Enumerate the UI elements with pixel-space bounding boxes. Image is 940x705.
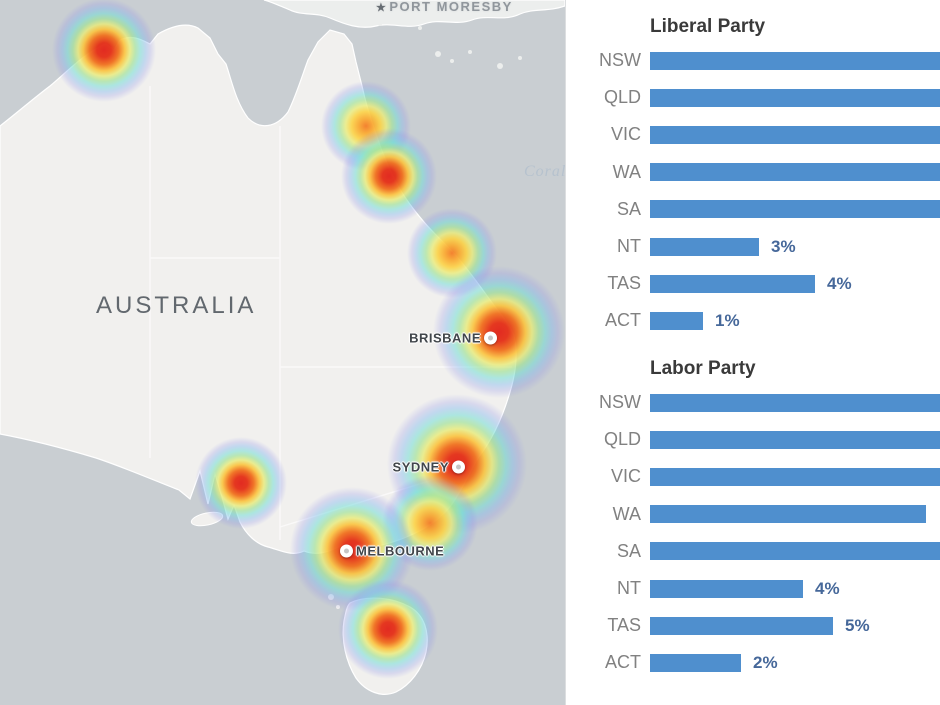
bar-wa: [650, 163, 940, 182]
port-moresby-label: ★ PORT MORESBY: [376, 0, 513, 14]
star-icon: ★: [376, 2, 388, 14]
chart-row-nsw: NSW: [566, 42, 940, 79]
category-label: NSW: [599, 50, 641, 71]
chart-row-vic: VIC: [566, 116, 940, 153]
chart-row-nt: NT 4%: [566, 570, 940, 607]
chart-liberal-party: Liberal Party NSW QLD VIC WA SA NT 3% TAS 4% ACT 1%: [566, 12, 940, 340]
category-label: WA: [612, 503, 641, 524]
bar-vic: [650, 467, 940, 486]
bar-nt: [650, 237, 759, 256]
chart-title: Labor Party: [650, 358, 756, 379]
city-label: BRISBANE: [409, 330, 481, 346]
bar-sa: [650, 200, 940, 219]
new-guinea-landmass: [263, 0, 565, 28]
city-brisbane: BRISBANE: [409, 331, 500, 346]
bar-act: [650, 311, 703, 330]
chart-row-sa: SA: [566, 533, 940, 570]
bar-act: [650, 653, 741, 672]
category-label: NT: [617, 578, 641, 599]
bar-nsw: [650, 51, 940, 70]
category-label: SA: [616, 540, 641, 561]
bar-vic: [650, 125, 940, 144]
category-label: NT: [617, 236, 641, 257]
chart-labor-party: Labor Party NSW QLD VIC WA SA NT 4% TAS 5% ACT 2%: [566, 354, 940, 682]
chart-row-nt: NT 3%: [566, 228, 940, 265]
category-label: QLD: [603, 429, 641, 450]
bar-tas: [650, 274, 815, 293]
chart-row-wa: WA: [566, 154, 940, 191]
bar-nsw: [650, 393, 940, 412]
city-marker-icon: [484, 331, 497, 345]
chart-row-vic: VIC: [566, 458, 940, 495]
value-label: 2%: [753, 652, 778, 672]
bar-qld: [650, 88, 940, 107]
chart-row-act: ACT 1%: [566, 302, 940, 339]
category-label: NSW: [599, 392, 641, 413]
city-marker-icon: [452, 460, 465, 474]
bar-tas: [650, 616, 833, 635]
category-label: TAS: [607, 615, 641, 636]
value-label: 5%: [845, 615, 870, 635]
value-label: 4%: [815, 578, 840, 598]
bar-sa: [650, 542, 940, 561]
category-label: TAS: [607, 273, 641, 294]
bar-qld: [650, 430, 940, 449]
category-label: QLD: [603, 87, 641, 108]
city-label: SYDNEY: [392, 459, 449, 475]
category-label: VIC: [610, 466, 641, 487]
chart-row-tas: TAS 4%: [566, 265, 940, 302]
chart-row-wa: WA: [566, 496, 940, 533]
australia-heatmap: AUSTRALIA Coral ★ PORT MORESBY BRISBANE SY…: [0, 0, 565, 705]
category-label: ACT: [605, 310, 641, 331]
sea-label: Coral: [524, 163, 565, 180]
bar-nt: [650, 579, 803, 598]
chart-row-qld: QLD: [566, 421, 940, 458]
chart-title: Liberal Party: [650, 16, 766, 37]
bar-wa: [650, 505, 926, 524]
city-marker-icon: [340, 544, 353, 558]
city-label: MELBOURNE: [356, 543, 445, 559]
map-base: [0, 0, 565, 695]
value-label: 3%: [771, 236, 796, 256]
value-label: 1%: [715, 310, 740, 330]
category-label: ACT: [605, 652, 641, 673]
city-sydney: SYDNEY: [393, 460, 468, 475]
chart-row-act: ACT 2%: [566, 644, 940, 681]
country-label: AUSTRALIA: [96, 292, 257, 319]
category-label: WA: [612, 161, 641, 182]
charts-panel: Liberal Party NSW QLD VIC WA SA NT 3% TAS 4% ACT 1%…: [565, 0, 940, 705]
category-label: SA: [616, 198, 641, 219]
chart-row-tas: TAS 5%: [566, 607, 940, 644]
chart-row-sa: SA: [566, 191, 940, 228]
chart-row-qld: QLD: [566, 79, 940, 116]
value-label: 4%: [827, 273, 852, 293]
chart-row-nsw: NSW: [566, 384, 940, 421]
city-melbourne: MELBOURNE: [337, 544, 444, 559]
category-label: VIC: [610, 124, 641, 145]
